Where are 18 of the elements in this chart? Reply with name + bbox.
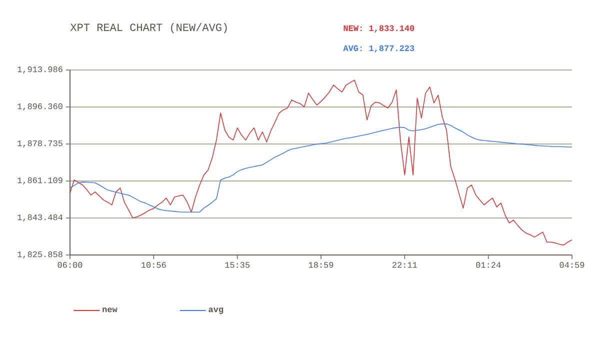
x-tick-label: 22:11 — [392, 262, 418, 268]
text: AVG: 1,877.223 — [343, 45, 414, 52]
x-tick-label: 04:59 — [560, 262, 584, 268]
x-tick-label: 10:56 — [142, 262, 166, 268]
legend-label: new — [102, 308, 118, 312]
y-tick-label: 1,878.735 — [18, 140, 62, 148]
x-tick-label: 01:24 — [476, 262, 501, 268]
y-tick-label: 1,896.360 — [18, 103, 62, 111]
y-tick-label: 1,861.109 — [18, 177, 62, 185]
chart-title: XPT REAL CHART (NEW/AVG) — [70, 23, 227, 34]
text: NEW: 1,833.140 — [344, 25, 414, 32]
y-tick-label: 1,825.858 — [18, 251, 62, 259]
legend-label: avg — [208, 308, 224, 314]
y-tick-label: 1,843.484 — [18, 214, 63, 222]
y-tick-label: 1,913.986 — [18, 66, 62, 74]
x-tick-label: 06:00 — [58, 262, 82, 268]
x-tick-label: 18:59 — [308, 262, 334, 268]
x-tick-label: 15:35 — [225, 262, 250, 268]
